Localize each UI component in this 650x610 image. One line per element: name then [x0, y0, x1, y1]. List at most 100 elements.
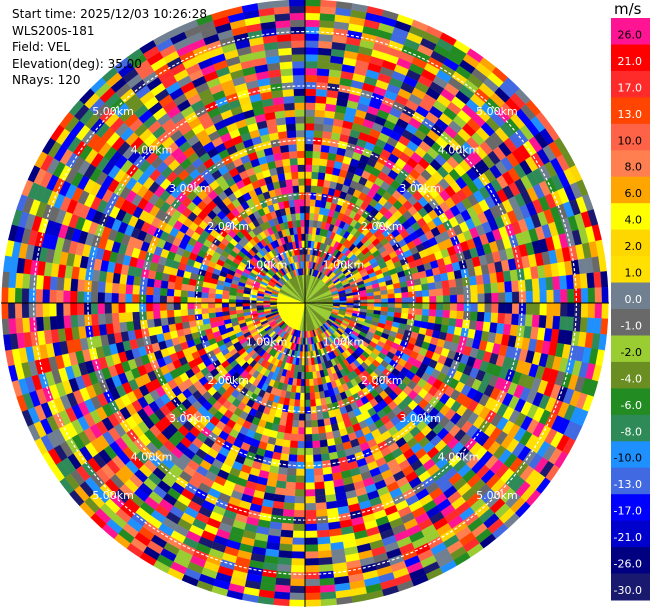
range-gate — [320, 151, 329, 160]
range-gate — [394, 302, 403, 309]
range-gate — [304, 599, 322, 608]
range-gate — [456, 310, 465, 320]
range-gate — [295, 116, 306, 124]
range-gate — [315, 88, 328, 97]
range-gate — [293, 399, 301, 407]
range-ring-label: 2.00km — [361, 220, 403, 233]
range-gate — [15, 317, 24, 334]
range-gate — [290, 19, 306, 28]
range-gate — [586, 317, 595, 334]
range-gate — [316, 529, 330, 538]
range-gate — [173, 309, 182, 317]
range-gate — [314, 109, 326, 118]
colorbar-tick-label: 6.0 — [625, 187, 643, 200]
range-gate — [277, 40, 292, 49]
range-gate — [484, 302, 492, 313]
range-gate — [159, 302, 167, 311]
range-gate — [441, 317, 450, 326]
range-gate — [290, 33, 306, 41]
range-gate — [299, 192, 306, 200]
range-gate — [373, 294, 382, 300]
range-gate — [304, 406, 311, 414]
range-gate — [275, 570, 292, 580]
range-gate — [300, 219, 306, 227]
colorbar-tick-label: -2.0 — [621, 346, 642, 359]
range-gate — [70, 278, 79, 292]
range-gate — [275, 26, 292, 36]
range-gate — [316, 75, 329, 84]
range-gate — [434, 281, 443, 290]
range-gate — [194, 297, 202, 304]
colorbar-tick-label: -8.0 — [621, 425, 642, 438]
range-gate — [421, 309, 430, 317]
range-gate — [304, 19, 320, 28]
range-gate — [443, 302, 451, 311]
range-gate — [295, 212, 301, 221]
range-gate — [387, 293, 396, 299]
range-gate — [77, 279, 86, 292]
range-gate — [311, 164, 320, 173]
range-gate — [292, 74, 306, 83]
range-gate — [214, 307, 223, 313]
range-gate — [552, 315, 561, 330]
range-gate — [524, 279, 533, 292]
range-gate — [295, 468, 306, 477]
range-gate — [293, 199, 301, 207]
range-gate — [553, 289, 561, 304]
range-gate — [304, 523, 318, 532]
range-gate — [304, 150, 314, 159]
range-gate — [290, 571, 306, 580]
range-gate — [429, 295, 437, 304]
range-ring-label: 2.00km — [361, 374, 403, 387]
range-gate — [304, 0, 322, 7]
range-gate — [319, 439, 328, 448]
range-gate — [132, 275, 142, 286]
range-gate — [207, 292, 216, 299]
range-gate — [456, 286, 465, 296]
range-gate — [573, 288, 582, 304]
range-gate — [289, 157, 298, 166]
range-gate — [152, 294, 161, 304]
range-gate — [304, 365, 309, 373]
range-gate — [567, 288, 575, 304]
range-gate — [180, 296, 188, 304]
colorbar-tick-label: -1.0 — [621, 320, 642, 333]
range-gate — [145, 286, 154, 296]
range-gate — [152, 302, 161, 312]
range-gate — [297, 164, 306, 172]
range-gate — [468, 320, 478, 331]
range-gate — [56, 315, 65, 330]
range-gate — [284, 172, 293, 181]
range-ring-label: 1.00km — [323, 335, 365, 348]
range-gate — [400, 286, 409, 294]
range-gate — [289, 12, 306, 21]
range-gate — [304, 420, 312, 428]
range-gate — [304, 198, 311, 207]
range-gate — [7, 287, 16, 304]
range-gate — [291, 171, 299, 180]
range-gate — [304, 413, 312, 421]
range-gate — [153, 318, 162, 327]
range-gate — [483, 283, 492, 294]
range-gate — [456, 294, 465, 304]
range-gate — [279, 144, 290, 153]
range-gate — [304, 385, 310, 394]
range-gate — [593, 318, 602, 335]
range-gate — [282, 158, 291, 167]
range-gate — [443, 295, 451, 304]
range-gate — [187, 290, 195, 298]
range-gate — [296, 219, 302, 228]
range-gate — [313, 467, 324, 476]
range-gate — [408, 302, 416, 309]
range-gate — [594, 302, 603, 319]
range-gate — [448, 318, 457, 327]
range-gate — [308, 371, 314, 380]
range-gate — [291, 544, 306, 552]
range-gate — [294, 392, 301, 401]
range-gate — [208, 312, 217, 319]
range-gate — [304, 441, 313, 449]
range-gate — [315, 95, 327, 104]
range-gate — [309, 392, 316, 401]
range-gate — [118, 293, 126, 304]
range-gate — [273, 6, 290, 15]
